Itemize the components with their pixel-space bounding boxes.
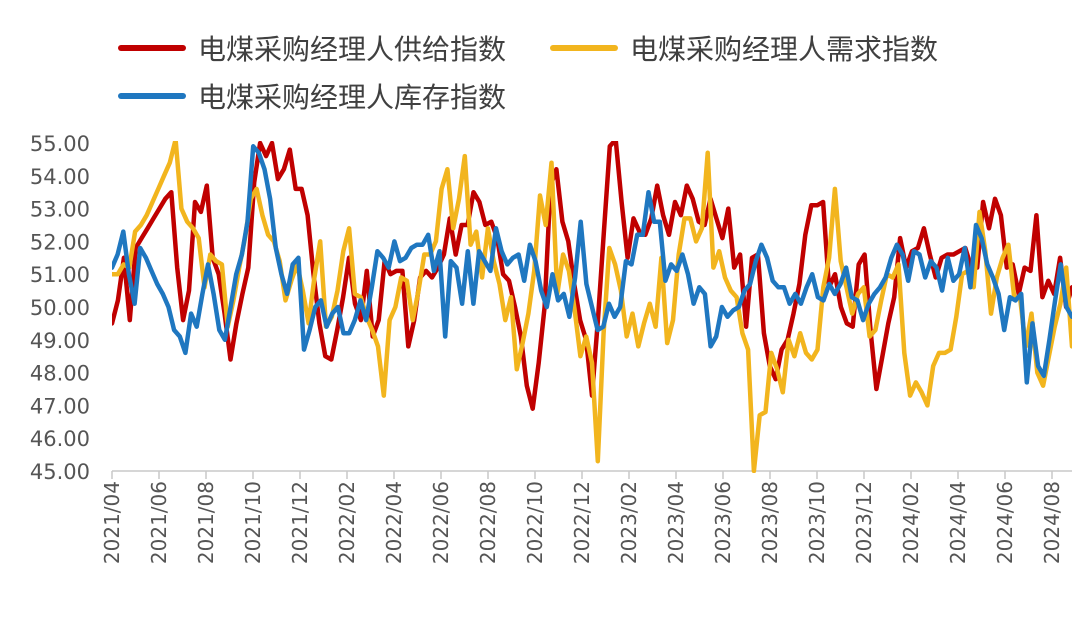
y-tick-label: 52.00 bbox=[30, 230, 90, 254]
x-tick-label: 2022/12 bbox=[570, 481, 594, 564]
x-tick-label: 2024/06 bbox=[993, 481, 1017, 564]
y-tick-label: 50.00 bbox=[30, 296, 90, 320]
x-tick-label: 2022/08 bbox=[476, 481, 500, 564]
x-tick-label: 2022/02 bbox=[335, 481, 359, 564]
y-tick-label: 46.00 bbox=[30, 427, 90, 451]
x-tick-label: 2022/04 bbox=[382, 481, 406, 564]
x-tick-label: 2021/06 bbox=[147, 481, 171, 564]
x-tick-label: 2024/04 bbox=[946, 481, 970, 564]
legend-label-supply: 电煤采购经理人供给指数 bbox=[198, 33, 507, 66]
x-tick-label: 2024/08 bbox=[1040, 481, 1064, 564]
y-tick-label: 51.00 bbox=[30, 263, 90, 287]
series-line-inventory bbox=[112, 144, 1072, 385]
legend-item-inventory: 电煤采购经理人库存指数 bbox=[118, 76, 506, 116]
series-line-demand bbox=[112, 141, 1072, 473]
x-tick-label: 2023/12 bbox=[852, 481, 876, 564]
y-tick-label: 54.00 bbox=[30, 165, 90, 189]
y-tick-label: 53.00 bbox=[30, 198, 90, 222]
x-tick-label: 2023/04 bbox=[664, 481, 688, 564]
legend-swatch-supply bbox=[118, 45, 186, 51]
x-tick-label: 2023/08 bbox=[758, 481, 782, 564]
x-tick-label: 2023/02 bbox=[617, 481, 641, 564]
x-tick-label: 2024/02 bbox=[899, 481, 923, 564]
legend-swatch-inventory bbox=[118, 93, 186, 99]
y-tick-label: 55.00 bbox=[30, 132, 90, 156]
x-tick-label: 2023/10 bbox=[805, 481, 829, 564]
legend-label-inventory: 电煤采购经理人库存指数 bbox=[198, 81, 507, 114]
legend-label-demand: 电煤采购经理人需求指数 bbox=[630, 33, 939, 66]
x-tick-label: 2021/04 bbox=[100, 481, 124, 564]
y-tick-label: 45.00 bbox=[30, 460, 90, 484]
x-tick-label: 2022/06 bbox=[429, 481, 453, 564]
x-tick-label: 2021/08 bbox=[194, 481, 218, 564]
x-tick-label: 2023/06 bbox=[711, 481, 735, 564]
legend-swatch-demand bbox=[550, 45, 618, 51]
x-tick-label: 2021/12 bbox=[288, 481, 312, 564]
y-tick-label: 47.00 bbox=[30, 394, 90, 418]
legend-item-demand: 电煤采购经理人需求指数 bbox=[550, 28, 938, 68]
x-tick-label: 2021/10 bbox=[241, 481, 265, 564]
x-tick-label: 2022/10 bbox=[523, 481, 547, 564]
y-tick-label: 48.00 bbox=[30, 362, 90, 386]
y-tick-label: 49.00 bbox=[30, 329, 90, 353]
legend-item-supply: 电煤采购经理人供给指数 bbox=[118, 28, 506, 68]
